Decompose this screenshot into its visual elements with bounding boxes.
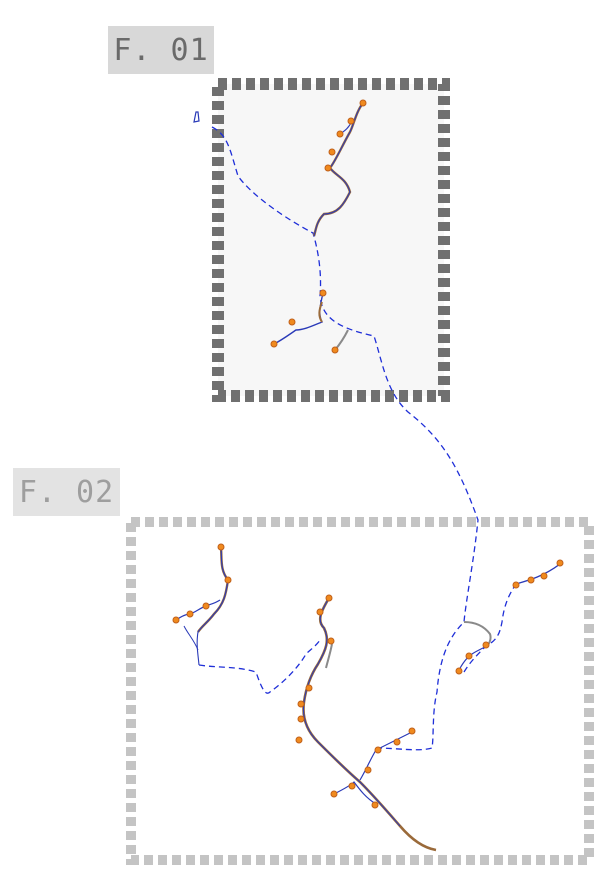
marker-node [336,130,344,138]
marker-node [374,746,382,754]
trace-f02-right-lower [457,645,487,673]
trace-f02-left-branch2 [183,625,199,651]
dashed-connector-left [198,639,321,694]
marker-node [295,736,303,744]
marker-node [297,700,305,708]
marker-node [348,782,356,790]
marker-node [270,340,278,348]
trace-f02-branch-lower [333,781,377,805]
marker-group [172,99,564,809]
marker-node [327,637,335,645]
trace-f01-topleft [193,111,200,123]
frame-label-f01: F. 01 [108,26,214,74]
trace-f01-lower-brown [318,301,323,323]
marker-node [186,610,194,618]
marker-node [347,117,355,125]
frame-f02-box [126,517,594,865]
frame-label-f02: F. 02 [13,468,120,516]
marker-node [330,790,338,798]
marker-node [316,608,324,616]
marker-node [527,576,535,584]
trace-f02-left-blue [196,547,229,666]
marker-node [217,543,225,551]
marker-node [305,684,313,692]
marker-node [288,318,296,326]
marker-node [324,164,332,172]
marker-node [455,667,463,675]
marker-node [408,727,416,735]
marker-node [512,581,520,589]
marker-node [482,641,490,649]
marker-node [364,766,372,774]
marker-node [297,715,305,723]
dashed-connector-right [463,583,517,673]
marker-node [331,346,339,354]
marker-node [325,594,333,602]
marker-node [393,738,401,746]
marker-node [224,576,232,584]
trace-f01-main-blue [313,102,364,237]
marker-node [328,148,336,156]
marker-node [556,559,564,567]
dashed-connector-path [211,126,479,751]
marker-node [172,616,180,624]
marker-node [465,652,473,660]
trace-f02-trunk-blue [303,597,401,827]
frame-f01-box [212,78,450,402]
marker-node [202,602,210,610]
marker-node [371,801,379,809]
trace-f02-gray-stub [325,643,333,669]
marker-node [319,289,327,297]
marker-node [359,99,367,107]
trace-f02-right-blue [515,563,561,585]
trace-f02-left-branch [175,599,221,621]
marker-node [540,572,548,580]
